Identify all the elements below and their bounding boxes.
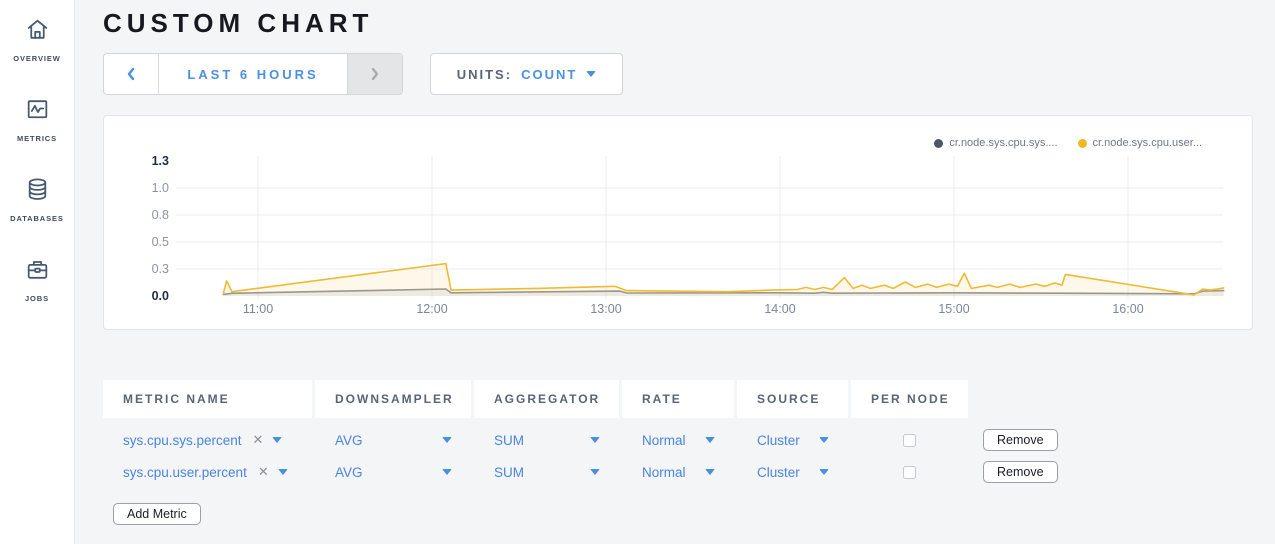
time-range-dropdown[interactable]: LAST 6 HOURS	[159, 54, 347, 94]
chart-svg: 11:00 12:00 13:00 14:00 15:00 16:00 0.0 0.3 0.5 0…	[152, 154, 1225, 316]
col-header-metric-name: METRIC NAME	[103, 380, 312, 418]
legend-label: cr.node.sys.cpu.user...	[1092, 137, 1202, 149]
rate-dropdown[interactable]: Normal	[622, 424, 734, 456]
metric-name-cell: sys.cpu.user.percent ✕	[103, 456, 312, 488]
col-header-per-node: PER NODE	[851, 380, 968, 418]
time-next-button[interactable]	[347, 54, 402, 94]
units-label: UNITS:	[456, 66, 513, 82]
chevron-down-icon	[819, 437, 829, 443]
actions-cell: Remove	[971, 424, 1253, 456]
close-icon[interactable]: ✕	[257, 464, 269, 479]
metric-name-cell: sys.cpu.sys.percent ✕	[103, 424, 312, 456]
chart-card: cr.node.sys.cpu.sys.... cr.node.sys.cpu.…	[103, 115, 1253, 330]
per-node-checkbox[interactable]	[903, 433, 916, 447]
sidebar-item-jobs[interactable]: JOBS	[0, 240, 74, 320]
svg-text:12:00: 12:00	[416, 302, 447, 316]
sidebar-item-label: JOBS	[24, 294, 50, 303]
legend-item: cr.node.sys.cpu.user...	[1077, 137, 1202, 149]
col-header-rate: RATE	[622, 380, 734, 418]
main-content: CUSTOM CHART LAST 6 HOURS UNITS: COUNT	[75, 0, 1275, 544]
col-header-aggregator: AGGREGATOR	[474, 380, 619, 418]
aggregator-value: SUM	[494, 464, 524, 480]
actions-cell: Remove	[971, 456, 1253, 488]
table-row: sys.cpu.user.percent ✕ AVG SUM Normal Cl…	[103, 456, 1253, 488]
sidebar-item-overview[interactable]: OVERVIEW	[0, 0, 74, 80]
chevron-down-icon	[819, 469, 829, 475]
svg-text:13:00: 13:00	[590, 302, 621, 316]
col-header-downsampler: DOWNSAMPLER	[315, 380, 471, 418]
briefcase-icon	[24, 256, 51, 288]
metric-name-value: sys.cpu.sys.percent	[123, 432, 242, 448]
chevron-down-icon	[705, 437, 715, 443]
downsampler-dropdown[interactable]: AVG	[315, 456, 471, 488]
chevron-down-icon	[442, 437, 452, 443]
rate-dropdown[interactable]: Normal	[622, 456, 734, 488]
chevron-down-icon	[586, 71, 597, 77]
metric-name-value: sys.cpu.user.percent	[123, 464, 247, 480]
source-dropdown[interactable]: Cluster	[737, 456, 848, 488]
rate-value: Normal	[642, 464, 686, 480]
metrics-table: METRIC NAME DOWNSAMPLER AGGREGATOR RATE …	[103, 380, 1253, 488]
per-node-cell	[851, 424, 968, 456]
svg-text:0.5: 0.5	[152, 235, 169, 249]
time-range-value: LAST 6 HOURS	[187, 66, 319, 82]
col-header-actions	[971, 380, 1253, 418]
chevron-right-icon	[369, 67, 381, 81]
chevron-down-icon[interactable]	[272, 437, 283, 443]
rate-value: Normal	[642, 432, 686, 448]
table-row: sys.cpu.sys.percent ✕ AVG SUM Normal Clu…	[103, 424, 1253, 456]
chevron-left-icon	[125, 67, 137, 81]
sidebar: OVERVIEW METRICS DATABASES	[0, 0, 75, 544]
time-prev-button[interactable]	[104, 54, 159, 94]
chart-legend: cr.node.sys.cpu.sys.... cr.node.sys.cpu.…	[934, 137, 1202, 149]
units-dropdown[interactable]: UNITS: COUNT	[430, 53, 623, 95]
series-dot-icon	[1077, 138, 1087, 148]
source-value: Cluster	[757, 464, 800, 480]
svg-text:0.8: 0.8	[152, 208, 169, 222]
sidebar-item-metrics[interactable]: METRICS	[0, 80, 74, 160]
per-node-checkbox[interactable]	[903, 465, 916, 479]
home-icon	[24, 16, 51, 48]
database-icon	[24, 176, 51, 208]
units-value: COUNT	[521, 66, 578, 82]
chevron-down-icon	[442, 469, 452, 475]
remove-button[interactable]: Remove	[983, 429, 1058, 451]
table-header-row: METRIC NAME DOWNSAMPLER AGGREGATOR RATE …	[103, 380, 1253, 418]
svg-text:0.3: 0.3	[152, 262, 169, 276]
add-metric-button[interactable]: Add Metric	[113, 503, 201, 525]
sidebar-item-label: METRICS	[16, 134, 58, 143]
downsampler-value: AVG	[335, 432, 363, 448]
chevron-down-icon	[590, 469, 600, 475]
chevron-down-icon[interactable]	[277, 469, 288, 475]
sidebar-item-databases[interactable]: DATABASES	[0, 160, 74, 240]
series-dot-icon	[934, 138, 944, 148]
svg-text:14:00: 14:00	[764, 302, 795, 316]
time-range-selector: LAST 6 HOURS	[103, 53, 403, 95]
sidebar-item-label: OVERVIEW	[13, 54, 61, 63]
chevron-down-icon	[705, 469, 715, 475]
chevron-down-icon	[590, 437, 600, 443]
svg-text:1.3: 1.3	[152, 154, 169, 168]
svg-text:15:00: 15:00	[938, 302, 969, 316]
aggregator-dropdown[interactable]: SUM	[474, 424, 619, 456]
metrics-icon	[24, 96, 51, 128]
page-title: CUSTOM CHART	[103, 8, 374, 38]
svg-text:16:00: 16:00	[1112, 302, 1143, 316]
svg-text:0.0: 0.0	[152, 289, 169, 303]
per-node-cell	[851, 456, 968, 488]
source-value: Cluster	[757, 432, 800, 448]
sidebar-item-label: DATABASES	[10, 214, 64, 223]
remove-button[interactable]: Remove	[983, 461, 1058, 483]
source-dropdown[interactable]: Cluster	[737, 424, 848, 456]
svg-text:1.0: 1.0	[152, 181, 169, 195]
legend-item: cr.node.sys.cpu.sys....	[934, 137, 1058, 149]
col-header-source: SOURCE	[737, 380, 848, 418]
aggregator-dropdown[interactable]: SUM	[474, 456, 619, 488]
svg-text:11:00: 11:00	[243, 302, 273, 316]
aggregator-value: SUM	[494, 432, 524, 448]
downsampler-value: AVG	[335, 464, 363, 480]
downsampler-dropdown[interactable]: AVG	[315, 424, 471, 456]
close-icon[interactable]: ✕	[252, 432, 264, 447]
legend-label: cr.node.sys.cpu.sys....	[949, 137, 1058, 149]
